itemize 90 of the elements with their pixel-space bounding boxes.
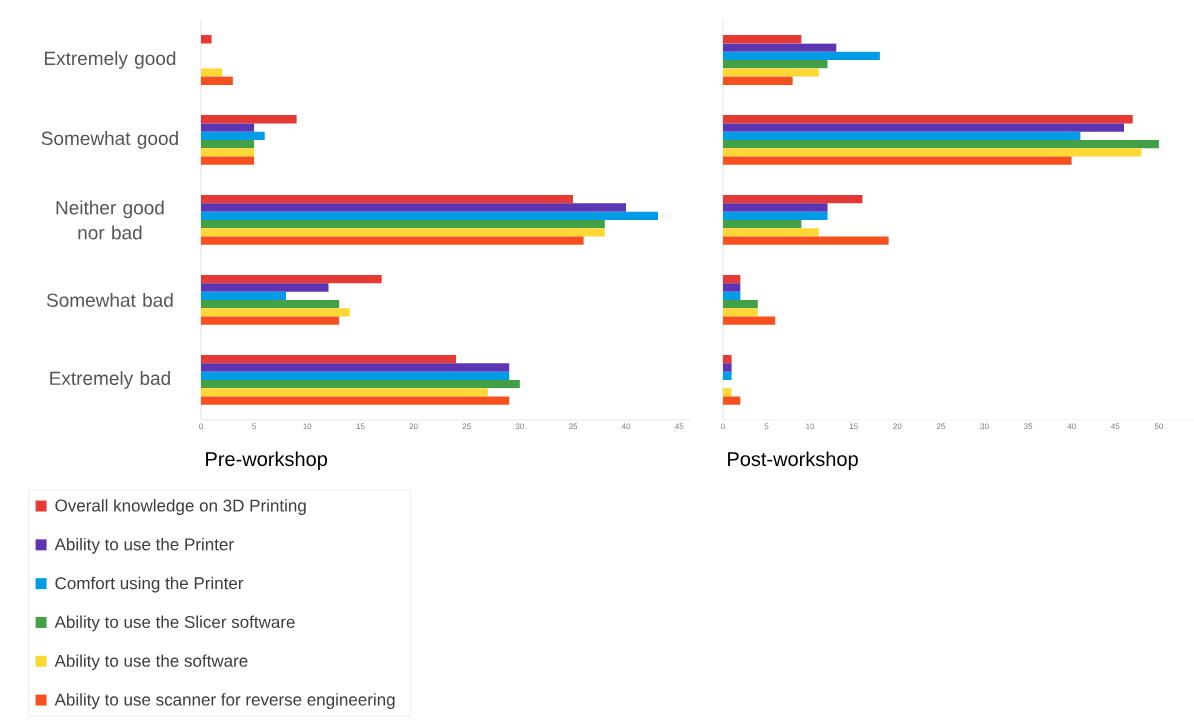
bar (722, 43, 837, 52)
y-tick-label: Neither good nor bad (56, 200, 164, 240)
legend-label: Comfort using the Printer (55, 576, 244, 593)
bar (722, 300, 758, 309)
bar (200, 211, 659, 221)
x-tick-label: 35 (1023, 423, 1033, 430)
x-tick-label: 15 (356, 423, 365, 430)
y-tick-label: Extremely bad (50, 371, 170, 389)
x-tick-label: 10 (806, 423, 815, 430)
x-tick-label: 10 (303, 423, 312, 430)
y-tick-label: Somewhat bad (46, 293, 173, 307)
x-tick-label: 25 (462, 423, 471, 430)
bar (722, 316, 776, 325)
bar (722, 156, 1072, 165)
legend-label: Ability to use the Slicer software (54, 615, 295, 632)
bar (200, 363, 510, 372)
x-tick-label: 5 (252, 423, 256, 430)
bar (722, 51, 880, 61)
bar (722, 371, 732, 380)
bar (722, 35, 802, 44)
x-tick-label: 30 (980, 423, 989, 430)
bar (722, 60, 828, 69)
bar (200, 148, 255, 157)
bar (722, 220, 802, 229)
x-tick-label: 20 (409, 423, 418, 430)
bar (200, 195, 573, 204)
bar (722, 195, 863, 204)
bar (200, 76, 233, 85)
bar (200, 123, 255, 132)
bar (722, 131, 1081, 141)
bar (200, 371, 510, 380)
bar (200, 380, 520, 389)
x-tick-label: 30 (515, 423, 524, 430)
x-tick-label: 0 (720, 423, 725, 430)
bar (200, 396, 510, 405)
bar (200, 68, 223, 77)
legend-label: Ability to use the software (54, 654, 248, 671)
bar (722, 363, 732, 372)
bar (200, 283, 329, 292)
bar (200, 220, 605, 229)
bar (200, 115, 297, 124)
bar (200, 275, 382, 284)
bar (722, 291, 741, 301)
bar (722, 123, 1125, 132)
x-tick-label: 35 (568, 423, 578, 430)
bar (200, 228, 605, 237)
legend-label: Overall knowledge on 3D Printing (55, 499, 306, 516)
bar (722, 308, 758, 317)
x-tick-label: 0 (199, 423, 203, 430)
bar (200, 388, 488, 397)
bar (200, 355, 457, 364)
bar (722, 140, 1159, 149)
bar (722, 211, 828, 221)
legend-label: Ability to use the Printer (54, 538, 234, 554)
bar (722, 388, 732, 397)
bar (200, 316, 340, 325)
bar (200, 308, 350, 317)
bar (722, 236, 889, 245)
x-tick-label: 40 (1067, 423, 1076, 430)
bar (722, 76, 793, 85)
bar (722, 275, 741, 284)
bar (200, 140, 255, 149)
y-tick-label: Somewhat good (41, 131, 178, 149)
x-tick-label: 25 (936, 423, 946, 430)
bar (200, 131, 265, 141)
bar (722, 283, 741, 292)
bar (200, 236, 584, 245)
x-tick-label: 45 (1111, 423, 1120, 430)
bar (200, 291, 286, 301)
legend-label: Ability to use scanner for reverse engineering (54, 693, 395, 710)
bar (722, 115, 1133, 124)
bar (722, 355, 732, 364)
x-axis-title: Post-workshop (728, 451, 858, 471)
bar (200, 35, 212, 44)
y-tick-label: Extremely good (44, 51, 176, 69)
bar (200, 156, 255, 165)
x-tick-label: 40 (621, 423, 631, 430)
x-tick-label: 20 (893, 423, 902, 430)
bar (200, 203, 627, 212)
bar (722, 148, 1142, 157)
x-tick-label: 15 (849, 423, 858, 430)
bar (722, 203, 828, 212)
x-tick-label: 5 (764, 423, 769, 430)
bar (722, 396, 741, 405)
x-axis-title: Pre-workshop (206, 451, 328, 471)
bar (722, 228, 819, 237)
bar (200, 300, 340, 309)
x-tick-label: 45 (675, 423, 684, 430)
x-tick-label: 50 (1154, 423, 1164, 430)
bar (722, 68, 819, 77)
